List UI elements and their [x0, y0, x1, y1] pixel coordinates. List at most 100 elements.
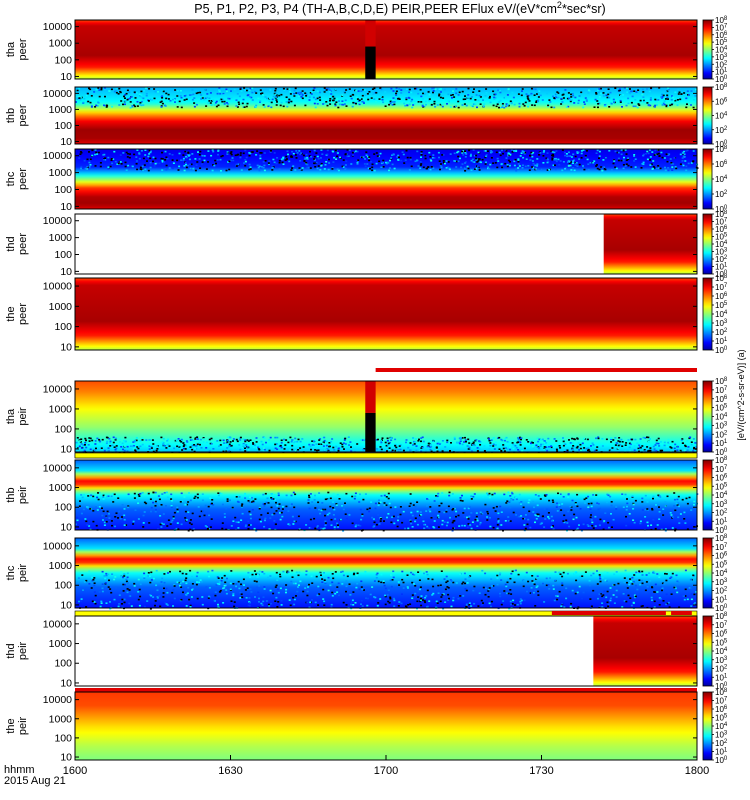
colorbar-tick-label: 107	[715, 283, 728, 292]
y-tick-label: 10	[60, 201, 72, 213]
y-tick-label: 10000	[43, 281, 72, 293]
y-tick-label: 10000	[43, 150, 72, 162]
y-tick-label: 10000	[43, 540, 72, 552]
colorbar-tick-label: 108	[715, 16, 728, 25]
spectrogram-texture	[75, 87, 697, 109]
x-axis-label-date: 2015 Aug 21	[4, 775, 66, 787]
colorbar-tick-label: 104	[715, 647, 728, 656]
colorbar-tick-label: 101	[715, 517, 728, 526]
spectrogram-texture	[75, 436, 698, 454]
y-tick-label: 1000	[49, 301, 73, 313]
y-tick-label: 10000	[43, 462, 72, 474]
spectrogram-field	[75, 692, 697, 760]
spectrogram-field	[75, 20, 697, 79]
y-tick-label: 10	[60, 677, 72, 689]
colorbar-tick-label: 106	[715, 292, 728, 301]
y-tick-label: 10	[60, 752, 72, 764]
spectrogram-field	[75, 381, 697, 452]
x-axis-label-time: hhmm	[4, 764, 35, 776]
panel-frame	[74, 459, 698, 531]
colorbar-tick-label: 107	[715, 218, 728, 227]
colorbar-tick-label: 105	[715, 38, 728, 47]
status-bar	[75, 688, 697, 693]
y-tick-label: 1000	[49, 560, 73, 572]
panel-species-label: peer	[17, 233, 29, 255]
colorbar-tick-label: 106	[715, 552, 728, 561]
colorbar	[702, 615, 713, 687]
y-tick-label: 10000	[43, 21, 72, 33]
panel-probe-label: thb	[5, 108, 17, 123]
colorbar	[702, 213, 713, 275]
spectrogram-field	[75, 87, 697, 144]
colorbar-tick-label: 105	[715, 404, 728, 413]
y-tick-label: 10	[60, 136, 72, 148]
colorbar-tick-label: 100	[715, 75, 728, 84]
y-tick-label: 100	[54, 249, 72, 261]
colorbar-tick-label: 107	[715, 543, 728, 552]
colorbar-tick-label: 101	[715, 595, 728, 604]
y-tick-label: 1000	[49, 104, 73, 116]
y-tick-label: 100	[54, 502, 72, 514]
panel-frame	[74, 86, 698, 145]
colorbar-tick-label: 103	[715, 53, 728, 62]
colorbar	[702, 148, 713, 210]
colorbar-tick-label: 102	[715, 328, 728, 337]
colorbar-tick-label: 108	[715, 83, 728, 92]
colorbar-tick-label: 107	[715, 621, 728, 630]
colorbar-tick-label: 106	[715, 474, 728, 483]
panel-species-label: peir	[17, 485, 29, 504]
panel-species-label: peir	[17, 407, 29, 426]
colorbar-tick-label: 103	[715, 248, 728, 257]
panel-frame	[74, 615, 698, 687]
colorbar-tick-label: 104	[715, 491, 728, 500]
panel-probe-label: thc	[5, 565, 17, 580]
y-tick-label: 100	[54, 120, 72, 132]
data-gap	[365, 46, 376, 79]
colorbar-tick-label: 106	[715, 160, 728, 169]
spectrogram-texture	[75, 491, 699, 532]
colorbar	[702, 277, 713, 351]
colorbar-tick-label: 104	[715, 310, 728, 319]
colorbar-tick-label: 103	[715, 656, 728, 665]
x-tick-label: 1700	[374, 765, 398, 777]
colorbar-tick-label: 104	[715, 569, 728, 578]
colorbar-tick-label: 100	[715, 526, 728, 535]
colorbar-tick-label: 108	[715, 688, 728, 697]
panel-probe-label: tha	[5, 408, 17, 424]
colorbar-tick-label: 107	[715, 386, 728, 395]
colorbar-tick-label: 103	[715, 731, 728, 740]
colorbar-tick-label: 108	[715, 534, 728, 543]
colorbar-tick-label: 100	[715, 140, 728, 149]
colorbar-tick-label: 105	[715, 638, 728, 647]
colorbar-tick-label: 102	[715, 126, 728, 135]
y-tick-label: 10000	[43, 694, 72, 706]
y-tick-label: 100	[54, 54, 72, 66]
y-tick-label: 10	[60, 341, 72, 353]
colorbar	[702, 537, 713, 609]
panel-probe-label: the	[5, 718, 17, 733]
colorbar-tick-label: 106	[715, 97, 728, 106]
colorbar-tick-label: 102	[715, 665, 728, 674]
colorbar-tick-label: 101	[715, 68, 728, 77]
y-tick-label: 1000	[49, 232, 73, 244]
colorbar-tick-label: 102	[715, 739, 728, 748]
panel-frame	[74, 213, 698, 275]
chart-title: P5, P1, P2, P3, P4 (TH-A,B,C,D,E) PEIR,P…	[194, 0, 605, 16]
x-axis: 1600 1630 1700 1730 1800	[63, 755, 709, 777]
panel-probe-label: the	[5, 306, 17, 321]
colorbar-tick-label: 100	[715, 682, 728, 691]
panel-species-label: peir	[17, 716, 29, 735]
x-tick-label: 1730	[529, 765, 553, 777]
colorbar-tick-label: 108	[715, 274, 728, 283]
panel-background	[75, 214, 697, 274]
data-gap	[365, 412, 376, 452]
colorbar-tick-label: 100	[715, 205, 728, 214]
status-bar	[375, 368, 697, 372]
y-tick-label: 1000	[49, 713, 73, 725]
panel-probe-label: thb	[5, 487, 17, 502]
colorbar-tick-label: 106	[715, 225, 728, 234]
